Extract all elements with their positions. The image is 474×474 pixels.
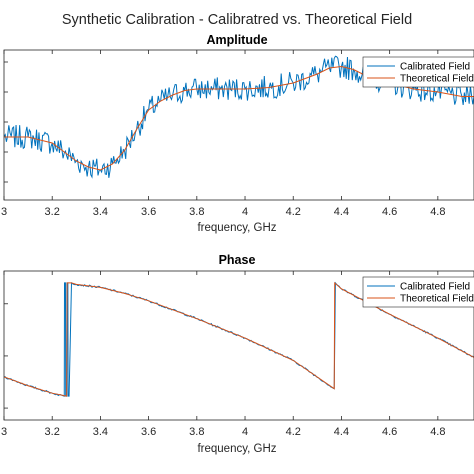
phase-title: Phase (219, 253, 256, 267)
phase-legend-box (362, 276, 474, 308)
amplitude-axes-box (3, 49, 474, 201)
phase-xlabel: frequency, GHz (197, 443, 276, 455)
phase-legend-label: Theoretical Field (400, 294, 474, 305)
amplitude-xtick-label: 3.4 (93, 206, 108, 218)
amplitude-xtick-label: 4.2 (286, 206, 301, 218)
amplitude-xtick-label: 3.6 (141, 206, 156, 218)
amplitude-xtick-label: 3.8 (189, 206, 204, 218)
amplitude-xtick-label: 4.6 (382, 206, 397, 218)
amplitude-xtick-label: 4.4 (334, 206, 349, 218)
amplitude-xlabel: frequency, GHz (197, 222, 276, 234)
amplitude-xtick-label: 4 (242, 206, 248, 218)
amplitude-xtick-label: 4.8 (430, 206, 445, 218)
amplitude-xtick-label: 3.2 (45, 206, 60, 218)
amplitude-series-calibrated (4, 55, 474, 179)
amplitude-legend-label: Theoretical Field (400, 74, 474, 85)
phase-xtick-label: 4.6 (382, 426, 397, 438)
phase-plot: 3 3.2 3.4 3.6 3.8 4 4.2 4.4 4.6 4.8 Calibrated Fie… (1, 270, 474, 438)
phase-xtick-label: 4.4 (334, 426, 349, 438)
phase-xtick-label: 3.4 (93, 426, 108, 438)
amplitude-legend-box (362, 56, 474, 88)
amplitude-plot: 3 3.2 3.4 3.6 3.8 4 4.2 4.4 4.6 4.8 Calibrated Fie… (1, 49, 474, 218)
phase-xtick-label: 3.6 (141, 426, 156, 438)
phase-xtick-label: 3 (1, 426, 7, 438)
phase-xtick-label: 4.8 (430, 426, 445, 438)
amplitude-title: Amplitude (206, 33, 267, 47)
phase-xtick-label: 4 (242, 426, 248, 438)
amplitude-xtick-label: 3 (1, 206, 7, 218)
phase-series-theoretical (4, 281, 474, 397)
phase-axes-box (3, 270, 474, 421)
phase-xtick-label: 4.2 (286, 426, 301, 438)
phase-xtick-label: 3.8 (189, 426, 204, 438)
phase-legend-label: Calibrated Field (400, 282, 470, 293)
phase-xtick-label: 3.2 (45, 426, 60, 438)
phase-series-calibrated (4, 281, 474, 397)
figure-title: Synthetic Calibration - Calibratred vs. … (62, 12, 412, 28)
amplitude-legend-label: Calibrated Field (400, 62, 470, 73)
